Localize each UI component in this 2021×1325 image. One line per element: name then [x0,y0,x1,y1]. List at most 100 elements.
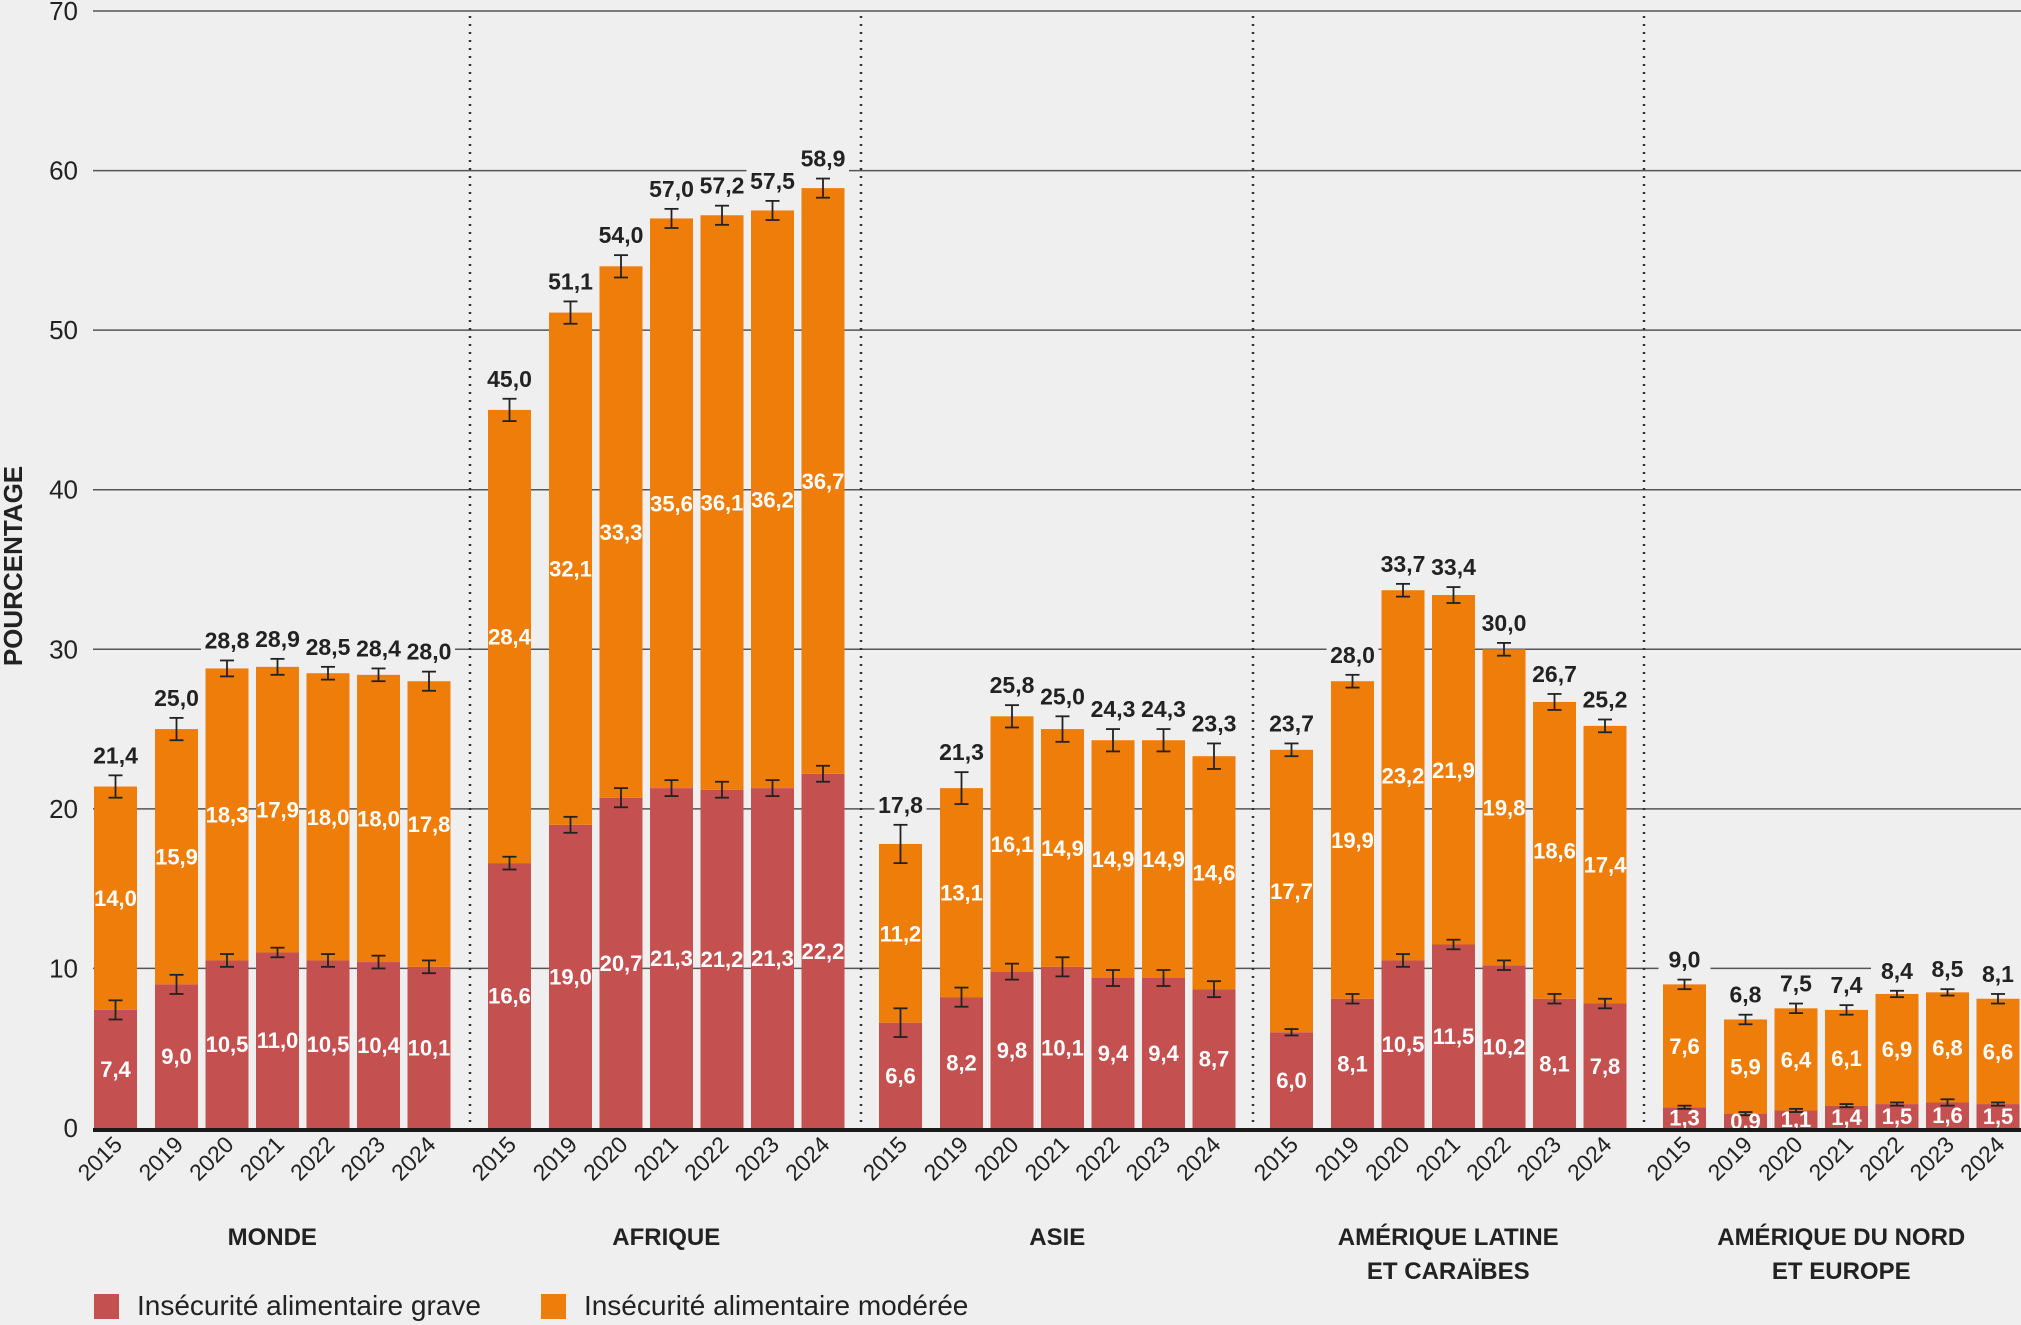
bar-segment-moderee [1663,984,1706,1108]
total-label-bg [1036,682,1089,711]
x-tick-label: 2022 [1070,1131,1125,1186]
bar-segment-moderee [1091,740,1135,979]
legend-item-moderee: Insécurité alimentaire modérée [540,1290,968,1322]
data-label-moderee: 6,6 [1983,1039,2014,1064]
data-label-total: 24,3 [1141,696,1186,722]
data-label-moderee: 14,9 [1041,836,1084,861]
bar-segment-grave [1432,944,1475,1128]
data-label-total: 33,4 [1431,554,1476,580]
x-tick-label: 2015 [1248,1131,1303,1186]
bar-segment-grave [1976,1104,2020,1128]
x-tick-label: 2019 [133,1131,188,1186]
data-label-total: 25,0 [154,685,199,711]
group-label: ET CARAÏBES [1367,1258,1530,1285]
total-label-bg [595,221,647,250]
x-tick-label: 2024 [1955,1131,2010,1186]
bar-segment-grave [1091,978,1135,1128]
x-tick-label: 2019 [1702,1131,1757,1186]
group-label: MONDE [228,1224,317,1251]
data-label-moderee: 18,6 [1533,838,1576,863]
x-tick-label: 2021 [1019,1131,1074,1186]
x-tick-label: 2020 [1753,1131,1808,1186]
bar-segment-grave [1583,1003,1627,1128]
total-label-bg [645,174,698,203]
x-tick-label: 2019 [918,1131,973,1186]
data-label-total: 28,4 [356,635,401,661]
total-label-bg [89,741,142,770]
data-label-grave: 7,8 [1590,1054,1621,1079]
group-label: AMÉRIQUE DU NORD [1717,1223,1965,1251]
bar-segment-moderee [940,788,983,998]
bar-segment-moderee [700,215,744,790]
bar-segment-grave [1331,998,1374,1128]
data-label-grave: 19,0 [549,964,592,989]
y-axis-label: POURCENTAGE [0,466,28,666]
data-label-total: 28,0 [407,639,452,665]
x-tick-label: 2021 [1803,1131,1858,1186]
data-label-total: 23,7 [1269,710,1314,736]
bar-segment-moderee [1482,649,1526,966]
x-tick-label: 2020 [1360,1131,1415,1186]
bar-segment-grave [1270,1032,1313,1128]
y-tick-label: 10 [49,953,78,983]
bar-segment-moderee [1041,729,1084,967]
data-label-moderee: 5,9 [1730,1055,1761,1080]
x-tick-label: 2020 [184,1131,239,1186]
bar-segment-moderee [879,843,922,1023]
data-label-total: 8,1 [1982,961,2014,987]
x-tick-label: 2024 [1562,1131,1617,1186]
x-tick-label: 2020 [969,1131,1024,1186]
data-label-grave: 6,6 [885,1063,916,1088]
data-label-grave: 10,5 [206,1032,249,1057]
bar-segment-moderee [94,786,137,1010]
data-label-moderee: 32,1 [549,557,592,582]
x-tick-label: 2019 [527,1131,582,1186]
x-tick-label: 2024 [386,1131,441,1186]
total-label-bg [544,267,597,296]
data-label-total: 25,2 [1583,686,1628,712]
data-label-total: 28,9 [255,626,300,652]
data-label-grave: 8,7 [1199,1047,1230,1072]
x-tick-label: 2015 [466,1131,521,1186]
data-label-total: 25,8 [990,672,1035,698]
total-label-bg [746,166,799,195]
bar-segment-grave [1142,978,1185,1128]
bar-segment-moderee [407,681,451,967]
data-label-grave: 9,0 [161,1044,192,1069]
data-label-moderee: 23,2 [1382,763,1425,788]
x-tick-label: 2022 [1461,1131,1516,1186]
bar-segment-grave [751,788,794,1128]
data-label-grave: 20,7 [600,951,643,976]
data-label-grave: 8,1 [1337,1051,1368,1076]
total-label-bg [1528,659,1581,688]
bar-segment-grave [879,1022,922,1128]
data-label-total: 8,5 [1932,956,1964,982]
data-label-grave: 21,2 [701,947,744,972]
data-label-grave: 10,2 [1483,1035,1526,1060]
data-label-grave: 10,5 [307,1032,350,1057]
total-label-bg [483,364,536,393]
bar-group: 6,6 11,2 17,8 8,2 13,1 21,3 9,8 16,1 25,8 10,1 14,… [874,671,1240,1128]
data-label-moderee: 13,1 [940,881,983,906]
x-tick-label: 2021 [234,1131,289,1186]
bar-segment-grave [1724,1113,1767,1128]
data-label-moderee: 6,9 [1882,1037,1913,1062]
data-label-grave: 21,3 [650,946,693,971]
data-label-grave: 11,5 [1433,1024,1475,1049]
legend-swatch-moderee [540,1293,566,1319]
bar-segment-moderee [751,210,794,789]
bar-segment-grave [155,984,198,1128]
data-label-moderee: 15,9 [155,845,198,870]
data-label-moderee: 36,2 [751,487,794,512]
total-label-bg [1820,971,1873,1000]
total-label-bg [696,171,748,200]
data-label-grave: 9,4 [1148,1041,1179,1066]
x-tick-label: 2024 [780,1131,835,1186]
y-tick-label: 60 [49,156,78,186]
data-label-moderee: 18,0 [307,805,350,830]
bars: 7,4 14,0 21,4 9,0 15,9 25,0 10,5 18,3 28,8 11,0 17… [89,144,2021,1134]
data-label-moderee: 35,6 [650,491,693,516]
total-label-bg [150,683,203,712]
x-tick-label: 2022 [285,1131,340,1186]
